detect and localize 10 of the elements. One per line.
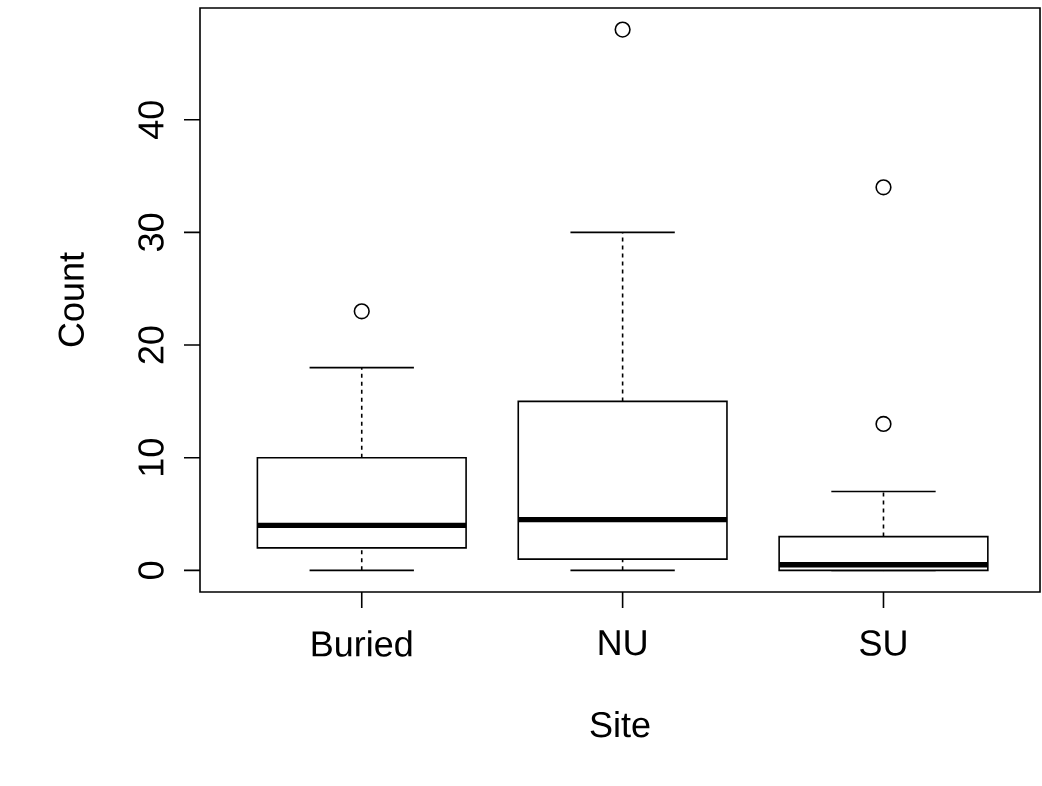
x-tick-label: SU — [860, 630, 906, 656]
y-tick-label: 0 — [138, 561, 164, 579]
y-axis-title: Count — [58, 252, 84, 347]
y-tick-label: 10 — [138, 439, 164, 475]
x-axis-title: Site — [590, 710, 650, 738]
x-tick-label: NU — [599, 630, 646, 656]
y-tick-label: 40 — [138, 101, 164, 139]
y-tick-label: 30 — [138, 213, 164, 252]
x-tick-label: Buried — [312, 630, 412, 657]
y-tick-label: 20 — [138, 326, 164, 364]
